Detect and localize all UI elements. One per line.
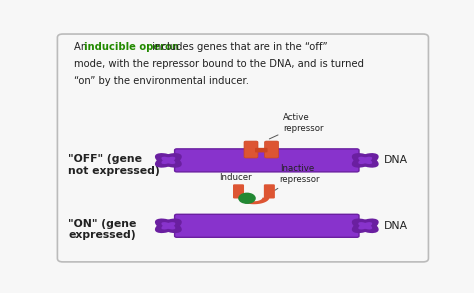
Ellipse shape (155, 219, 182, 233)
Text: Active
repressor: Active repressor (269, 113, 324, 139)
Ellipse shape (161, 157, 175, 164)
Text: Inducer: Inducer (219, 173, 252, 192)
Ellipse shape (358, 222, 372, 229)
Ellipse shape (161, 222, 175, 229)
Ellipse shape (155, 219, 182, 233)
Ellipse shape (161, 222, 175, 229)
Ellipse shape (358, 157, 372, 164)
Text: "ON" (gene: "ON" (gene (68, 219, 137, 229)
Ellipse shape (155, 153, 182, 168)
Text: Inactive
repressor: Inactive repressor (274, 164, 320, 190)
Text: inducible operon: inducible operon (84, 42, 179, 52)
Ellipse shape (352, 153, 379, 168)
Text: mode, with the repressor bound to the DNA, and is turned: mode, with the repressor bound to the DN… (74, 59, 364, 69)
FancyBboxPatch shape (255, 148, 267, 152)
Ellipse shape (358, 157, 372, 164)
Text: includes genes that are in the “off”: includes genes that are in the “off” (148, 42, 327, 52)
Text: DNA: DNA (384, 155, 409, 165)
FancyBboxPatch shape (264, 141, 279, 158)
FancyBboxPatch shape (244, 141, 258, 158)
Text: not expressed): not expressed) (68, 166, 160, 176)
Polygon shape (238, 197, 269, 204)
Ellipse shape (161, 157, 175, 164)
FancyBboxPatch shape (264, 184, 275, 198)
Ellipse shape (352, 219, 379, 233)
Text: "OFF" (gene: "OFF" (gene (68, 154, 142, 163)
Ellipse shape (352, 153, 379, 168)
FancyBboxPatch shape (174, 149, 359, 172)
Ellipse shape (155, 153, 182, 168)
FancyBboxPatch shape (233, 184, 244, 198)
Text: expressed): expressed) (68, 230, 136, 240)
Ellipse shape (358, 222, 372, 229)
Circle shape (239, 193, 255, 203)
FancyBboxPatch shape (57, 34, 428, 262)
Text: An: An (74, 42, 91, 52)
Text: DNA: DNA (384, 221, 409, 231)
Ellipse shape (352, 219, 379, 233)
FancyBboxPatch shape (174, 214, 359, 237)
Text: “on” by the environmental inducer.: “on” by the environmental inducer. (74, 76, 249, 86)
